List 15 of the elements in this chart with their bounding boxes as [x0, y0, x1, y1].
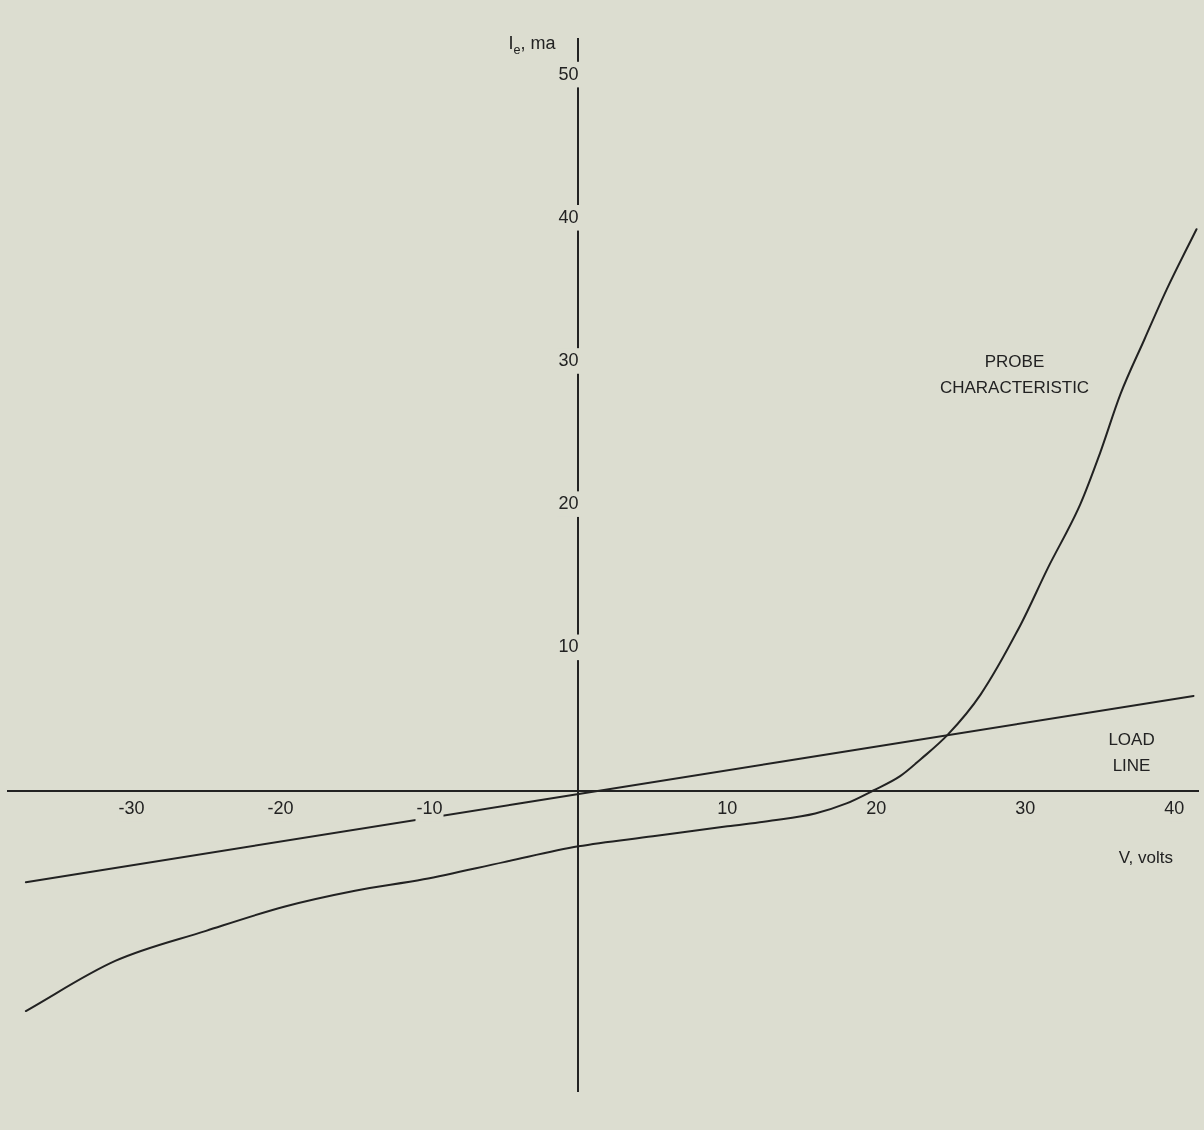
x-tick-label: -30	[118, 798, 145, 819]
x-tick-label: 40	[1164, 798, 1185, 819]
series-label: PROBE CHARACTERISTIC	[939, 352, 1090, 398]
series-label: LOAD LINE	[1108, 730, 1155, 776]
x-tick-label: 20	[866, 798, 887, 819]
x-tick-label: 30	[1015, 798, 1036, 819]
y-tick-label: 30	[558, 349, 579, 370]
x-tick-label: 10	[717, 798, 738, 819]
x-tick-label: -10	[416, 798, 443, 819]
y-tick-label: 50	[558, 63, 579, 84]
y-tick-label: 40	[558, 206, 579, 227]
y-tick-label: 10	[558, 636, 579, 657]
x-tick-label: -20	[267, 798, 294, 819]
x-axis-title: V, volts	[1118, 847, 1174, 867]
y-tick-label: 20	[558, 493, 579, 514]
